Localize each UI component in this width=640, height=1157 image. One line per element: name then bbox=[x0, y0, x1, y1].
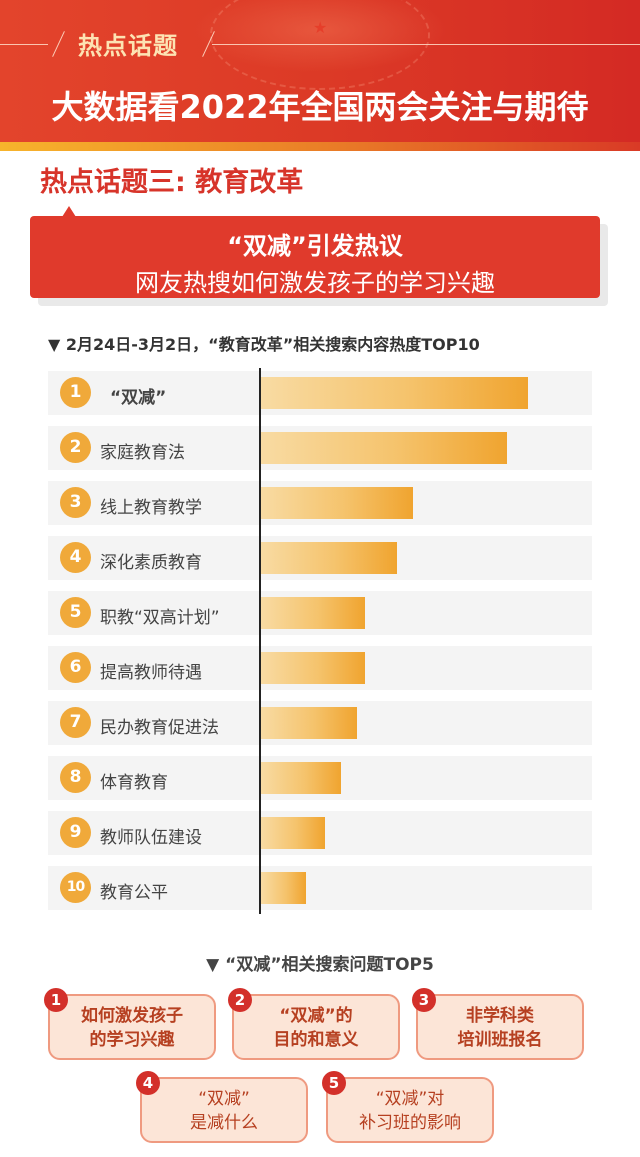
bar bbox=[261, 377, 528, 409]
question-line: 非学科类 bbox=[466, 1006, 534, 1026]
divider-line bbox=[212, 44, 640, 45]
page-title: 大数据看2022年全国两会关注与期待 bbox=[51, 88, 589, 126]
slash-decoration bbox=[52, 31, 65, 57]
rank-badge: 2 bbox=[228, 988, 252, 1012]
callout-subline: 网友热搜如何激发孩子的学习兴趣 bbox=[135, 269, 495, 297]
category-label: 深化素质教育 bbox=[100, 553, 202, 573]
question-line: 目的和意义 bbox=[273, 1030, 359, 1050]
category-label: 教师队伍建设 bbox=[100, 828, 202, 848]
category-label: 教育公平 bbox=[100, 883, 168, 903]
header-tag: 热点话题 bbox=[78, 32, 178, 60]
rank-badge: 5 bbox=[322, 1071, 346, 1095]
question-card: 2 “双减”的 目的和意义 bbox=[228, 988, 400, 1060]
bar bbox=[261, 652, 365, 684]
chart-row: 2 家庭教育法 bbox=[48, 426, 592, 470]
chart-row: 8 体育教育 bbox=[48, 756, 592, 800]
top10-heading: ▼ 2月24日-3月2日，“教育改革”相关搜索内容热度TOP10 bbox=[48, 335, 480, 354]
rank-badge: 1 bbox=[60, 377, 91, 408]
category-label: 职教“双高计划” bbox=[100, 608, 220, 628]
question-card: 1 如何激发孩子 的学习兴趣 bbox=[44, 988, 216, 1060]
category-label: 民办教育促进法 bbox=[100, 718, 219, 738]
question-line: 的学习兴趣 bbox=[89, 1030, 175, 1050]
star-icon: ★ bbox=[313, 18, 328, 37]
rank-badge: 4 bbox=[136, 1071, 160, 1095]
callout-headline: “双减”引发热议 bbox=[227, 232, 403, 260]
chart-row: 9 教师队伍建设 bbox=[48, 811, 592, 855]
category-label: 家庭教育法 bbox=[100, 443, 185, 463]
rank-badge: 7 bbox=[60, 707, 91, 738]
chart-row: 5 职教“双高计划” bbox=[48, 591, 592, 635]
rank-badge: 3 bbox=[412, 988, 436, 1012]
bar bbox=[261, 432, 507, 464]
rank-badge: 9 bbox=[60, 817, 91, 848]
question-line: 培训班报名 bbox=[457, 1030, 543, 1050]
callout-pointer bbox=[62, 206, 76, 217]
bar bbox=[261, 762, 341, 794]
rank-badge: 1 bbox=[44, 988, 68, 1012]
category-label: 体育教育 bbox=[100, 773, 168, 793]
rank-badge: 3 bbox=[60, 487, 91, 518]
rank-badge: 6 bbox=[60, 652, 91, 683]
section-title: 热点话题三: 教育改革 bbox=[40, 167, 304, 198]
chart-axis-line bbox=[259, 368, 261, 914]
top5-heading: ▼ “双减”相关搜索问题TOP5 bbox=[206, 955, 434, 975]
rank-badge: 10 bbox=[60, 872, 91, 903]
bar bbox=[261, 707, 357, 739]
question-line: 是减什么 bbox=[190, 1113, 258, 1133]
bar bbox=[261, 487, 413, 519]
chart-row: 7 民办教育促进法 bbox=[48, 701, 592, 745]
question-line: 如何激发孩子 bbox=[81, 1006, 183, 1026]
bar bbox=[261, 872, 306, 904]
rank-badge: 4 bbox=[60, 542, 91, 573]
chart-row: 3 线上教育教学 bbox=[48, 481, 592, 525]
bar bbox=[261, 597, 365, 629]
callout-box: “双减”引发热议 网友热搜如何激发孩子的学习兴趣 bbox=[30, 216, 600, 298]
accent-strip bbox=[0, 142, 640, 151]
top10-bar-chart: 1 “双减” 2 家庭教育法 3 线上教育教学 4 深化素质教育 5 职教“双高计划” 6 提高教师待… bbox=[48, 371, 592, 921]
question-card: 5 “双减”对 补习班的影响 bbox=[322, 1071, 494, 1143]
category-label: 提高教师待遇 bbox=[100, 663, 202, 683]
rank-badge: 2 bbox=[60, 432, 91, 463]
header-banner: ★ 热点话题 大数据看2022年全国两会关注与期待 bbox=[0, 0, 640, 142]
bar bbox=[261, 542, 397, 574]
question-card: 3 非学科类 培训班报名 bbox=[412, 988, 584, 1060]
chart-row: 4 深化素质教育 bbox=[48, 536, 592, 580]
question-line: “双减”对 bbox=[375, 1089, 445, 1109]
question-line: “双减” bbox=[198, 1089, 250, 1109]
chart-row: 6 提高教师待遇 bbox=[48, 646, 592, 690]
rank-badge: 5 bbox=[60, 597, 91, 628]
divider-line bbox=[0, 44, 48, 45]
bar bbox=[261, 817, 325, 849]
question-line: 补习班的影响 bbox=[359, 1113, 461, 1133]
emblem-ring-decoration bbox=[210, 0, 430, 90]
chart-row: 1 “双减” bbox=[48, 371, 592, 415]
category-label: “双减” bbox=[110, 388, 167, 408]
category-label: 线上教育教学 bbox=[100, 498, 202, 518]
chart-row: 10 教育公平 bbox=[48, 866, 592, 910]
rank-badge: 8 bbox=[60, 762, 91, 793]
question-card: 4 “双减” 是减什么 bbox=[136, 1071, 308, 1143]
question-line: “双减”的 bbox=[279, 1006, 353, 1026]
